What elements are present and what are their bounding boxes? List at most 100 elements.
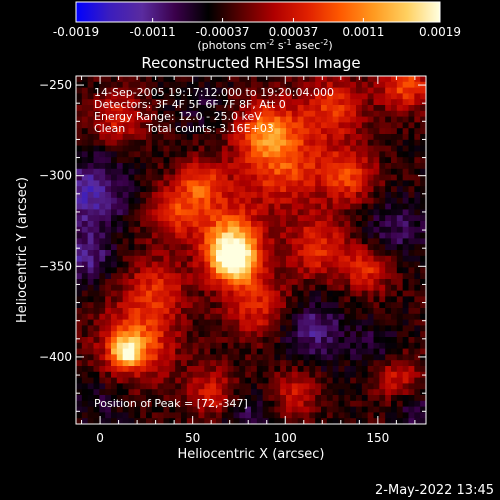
heatmap-cell [181,296,188,303]
heatmap-cell [134,157,141,164]
heatmap-cell [169,134,176,141]
heatmap-cell [286,134,293,141]
heatmap-cell [408,255,415,263]
heatmap-cell [93,151,100,158]
heatmap-cell [379,389,386,396]
heatmap-cell [105,221,112,228]
heatmap-cell [93,325,100,332]
heatmap-cell [286,261,293,268]
heatmap-cell [262,203,270,210]
heatmap-cell [338,371,345,379]
heatmap-cell [280,319,287,326]
heatmap-cell [128,139,135,147]
heatmap-cell [297,76,305,83]
heatmap-cell [338,296,345,303]
heatmap-cell [274,226,281,234]
heatmap-cell [256,180,264,187]
heatmap-cell [198,331,205,338]
heatmap-cell [251,99,258,106]
heatmap-cell [151,267,159,274]
heatmap-cell [297,238,305,245]
heatmap-cell [303,151,310,158]
heatmap-cell [332,197,340,205]
heatmap-cell [414,325,421,332]
heatmap-cell [338,186,345,193]
heatmap-cell [315,273,322,280]
heatmap-cell [309,331,316,338]
heatmap-cell [420,244,426,251]
heatmap-cell [93,337,100,344]
heatmap-cell [256,76,264,83]
heatmap-cell [157,215,165,222]
heatmap-cell [105,290,112,297]
heatmap-cell [128,186,135,193]
heatmap-cell [198,105,205,112]
heatmap-cell [338,232,345,239]
heatmap-cell [420,197,426,205]
heatmap-cell [303,383,310,390]
heatmap-cell [122,168,130,176]
heatmap-cell [216,418,223,424]
heatmap-cell [221,383,229,390]
heatmap-cell [274,122,281,129]
heatmap-cell [81,412,89,419]
heatmap-cell [251,151,258,158]
heatmap-cell [146,76,153,83]
heatmap-cell [367,406,375,413]
heatmap-cell [344,226,351,234]
heatmap-cell [309,325,316,332]
heatmap-cell [286,168,293,176]
heatmap-cell [332,105,340,112]
heatmap-cell [420,331,426,338]
heatmap-cell [286,151,293,158]
heatmap-cell [198,87,205,94]
heatmap-cell [140,319,147,326]
heatmap-cell [303,308,310,315]
heatmap-cell [262,122,270,129]
heatmap-cell [99,209,106,216]
heatmap-cell [122,406,130,413]
heatmap-cell [151,163,159,170]
heatmap-cell [251,284,258,292]
heatmap-cell [163,203,170,210]
heatmap-cell [216,313,223,321]
heatmap-cell [116,186,124,193]
heatmap-cell [163,400,170,408]
heatmap-cell [379,116,386,123]
heatmap-cell [210,389,217,396]
heatmap-cell [268,209,275,216]
heatmap-cell [233,163,240,170]
heatmap-cell [297,244,305,251]
heatmap-cell [192,163,200,170]
heatmap-cell [192,325,200,332]
heatmap-cell [402,319,410,326]
heatmap-cell [134,366,141,373]
heatmap-cell [291,186,299,193]
heatmap-cell [175,337,182,344]
heatmap-cell [163,354,170,361]
heatmap-cell [140,192,147,199]
heatmap-cell [227,342,235,350]
heatmap-cell [204,122,211,129]
heatmap-cell [99,105,106,112]
heatmap-cell [105,319,112,326]
heatmap-cell [291,145,299,152]
heatmap-cell [186,209,194,216]
heatmap-cell [140,145,147,152]
heatmap-cell [303,337,310,344]
heatmap-cell [93,157,100,164]
heatmap-cell [87,273,95,280]
heatmap-cell [408,221,415,228]
heatmap-cell [402,302,410,309]
heatmap-cell [105,331,112,338]
heatmap-cell [286,273,293,280]
heatmap-cell [81,93,89,100]
heatmap-cell [198,296,205,303]
heatmap-cell [367,192,375,199]
heatmap-cell [367,105,375,112]
heatmap-cell [81,128,89,135]
heatmap-cell [76,290,83,297]
heatmap-cell [262,406,270,413]
heatmap-cell [338,319,345,326]
heatmap-cell [221,354,229,361]
